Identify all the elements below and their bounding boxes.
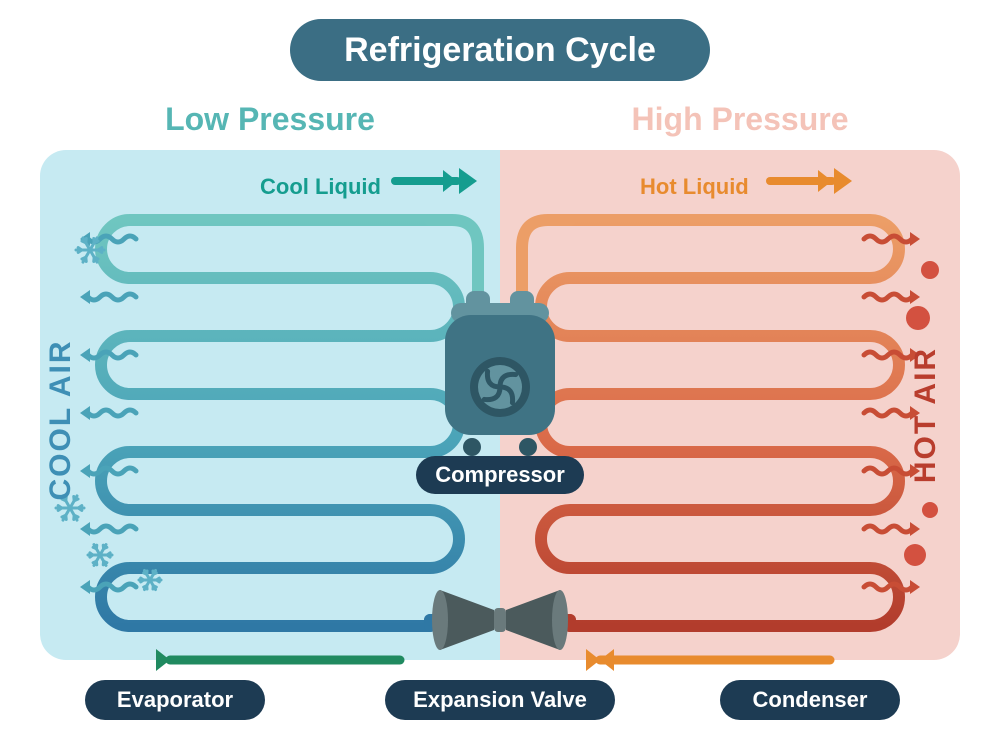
heat-dot-icon	[906, 306, 930, 330]
compressor-icon	[445, 291, 555, 456]
flow-label: Cool Liquid	[260, 174, 381, 199]
high-pressure-heading: High Pressure	[632, 101, 849, 137]
heat-dot-icon	[922, 502, 938, 518]
expansion-valve-label: Expansion Valve	[413, 687, 587, 712]
hot-air-label: HOT AIR	[909, 347, 942, 483]
compressor-label: Compressor	[435, 462, 565, 487]
evaporator-label: Evaporator	[117, 687, 234, 712]
flow-label: Hot Liquid	[640, 174, 749, 199]
diagram-canvas: Refrigeration Cycle Low Pressure High Pres…	[0, 0, 1000, 736]
cool-air-label: COOL AIR	[44, 339, 77, 500]
heat-dot-icon	[904, 544, 926, 566]
condenser-label: Condenser	[753, 687, 868, 712]
heat-dot-icon	[921, 261, 939, 279]
low-pressure-heading: Low Pressure	[165, 101, 375, 137]
title-text: Refrigeration Cycle	[344, 31, 656, 69]
